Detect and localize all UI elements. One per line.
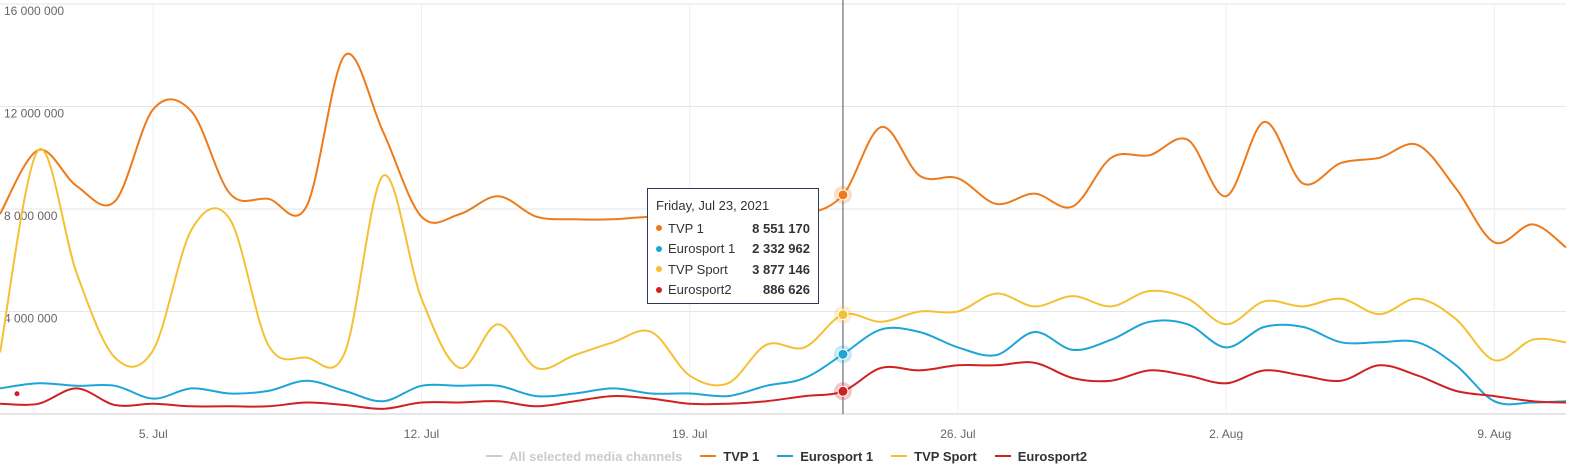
- hover-markers: [14, 185, 852, 401]
- marker-tvp-1: [837, 189, 849, 201]
- tooltip-row-tvp1: TVP 1 8 551 170: [656, 218, 810, 239]
- y-axis: 4 000 000 8 000 000 12 000 000 16 000 000: [4, 4, 64, 326]
- legend-label: TVP Sport: [914, 448, 977, 464]
- series-line-eurosport-1[interactable]: [0, 319, 1567, 406]
- legend-swatch: [777, 455, 794, 457]
- tooltip-value: 3 877 146: [752, 261, 810, 277]
- x-tick-label: 2. Aug: [1209, 427, 1243, 440]
- legend-swatch: [700, 455, 717, 457]
- tooltip-date: Friday, Jul 23, 2021: [656, 198, 770, 213]
- marker-eurosport-1: [837, 348, 849, 360]
- tooltip-row-eurosport1: Eurosport 1 2 332 962: [656, 239, 810, 260]
- legend-label: Eurosport2: [1017, 448, 1088, 464]
- tooltip-name: TVP 1: [668, 220, 704, 236]
- legend-label: All selected media channels: [508, 448, 683, 464]
- tooltip: Friday, Jul 23, 2021 TVP 1 8 551 170 Eur…: [647, 188, 819, 304]
- tooltip-value: 886 626: [763, 282, 810, 298]
- tooltip-name: Eurosport2: [668, 282, 732, 298]
- tooltip-dot-tvpsport: [656, 266, 662, 273]
- line-chart: 4 000 000 8 000 000 12 000 000 16 000 000 5…: [0, 0, 1567, 440]
- x-tick-label: 12. Jul: [404, 427, 439, 440]
- marker-eurosport2: [837, 385, 849, 397]
- legend-swatch: [485, 455, 502, 457]
- series-line-eurosport2[interactable]: [0, 361, 1567, 410]
- tooltip-value: 2 332 962: [752, 241, 810, 257]
- legend-item-tvp1[interactable]: TVP 1: [700, 449, 759, 464]
- legend: All selected media channels TVP 1 Eurosp…: [0, 446, 1573, 466]
- y-tick-label: 12 000 000: [4, 107, 64, 121]
- tooltip-row-eurosport2: Eurosport2 886 626: [656, 280, 810, 301]
- legend-swatch: [994, 455, 1011, 457]
- series-line-tvp-sport[interactable]: [0, 147, 1567, 387]
- tooltip-name: TVP Sport: [668, 261, 728, 277]
- x-tick-label: 5. Jul: [139, 427, 168, 440]
- x-tick-label: 19. Jul: [672, 427, 707, 440]
- x-tick-label: 9. Aug: [1477, 427, 1511, 440]
- legend-label: Eurosport 1: [800, 448, 874, 464]
- grid-lines: [0, 3, 1566, 415]
- legend-label: TVP 1: [723, 448, 760, 464]
- point-eurosport2: [14, 391, 20, 397]
- tooltip-row-tvpsport: TVP Sport 3 877 146: [656, 259, 810, 280]
- marker-tvp-sport: [837, 309, 849, 321]
- tooltip-dot-eurosport2: [656, 286, 662, 293]
- tooltip-dot-eurosport1: [656, 245, 662, 252]
- tooltip-name: Eurosport 1: [668, 241, 736, 257]
- legend-item-eurosport1[interactable]: Eurosport 1: [777, 449, 873, 464]
- y-tick-label: 16 000 000: [4, 4, 64, 18]
- legend-item-all-channels[interactable]: All selected media channels: [485, 448, 683, 464]
- y-tick-label: 4 000 000: [4, 312, 58, 326]
- legend-item-tvpsport[interactable]: TVP Sport: [891, 449, 977, 464]
- legend-item-eurosport2[interactable]: Eurosport2: [994, 448, 1088, 464]
- tooltip-dot-tvp1: [656, 225, 662, 232]
- legend-swatch: [891, 455, 908, 457]
- y-tick-label: 8 000 000: [4, 209, 58, 223]
- tooltip-value: 8 551 170: [752, 220, 810, 236]
- x-tick-label: 26. Jul: [940, 427, 975, 440]
- x-axis: 5. Jul 12. Jul 19. Jul 26. Jul 2. Aug 9. Aug: [139, 427, 1511, 440]
